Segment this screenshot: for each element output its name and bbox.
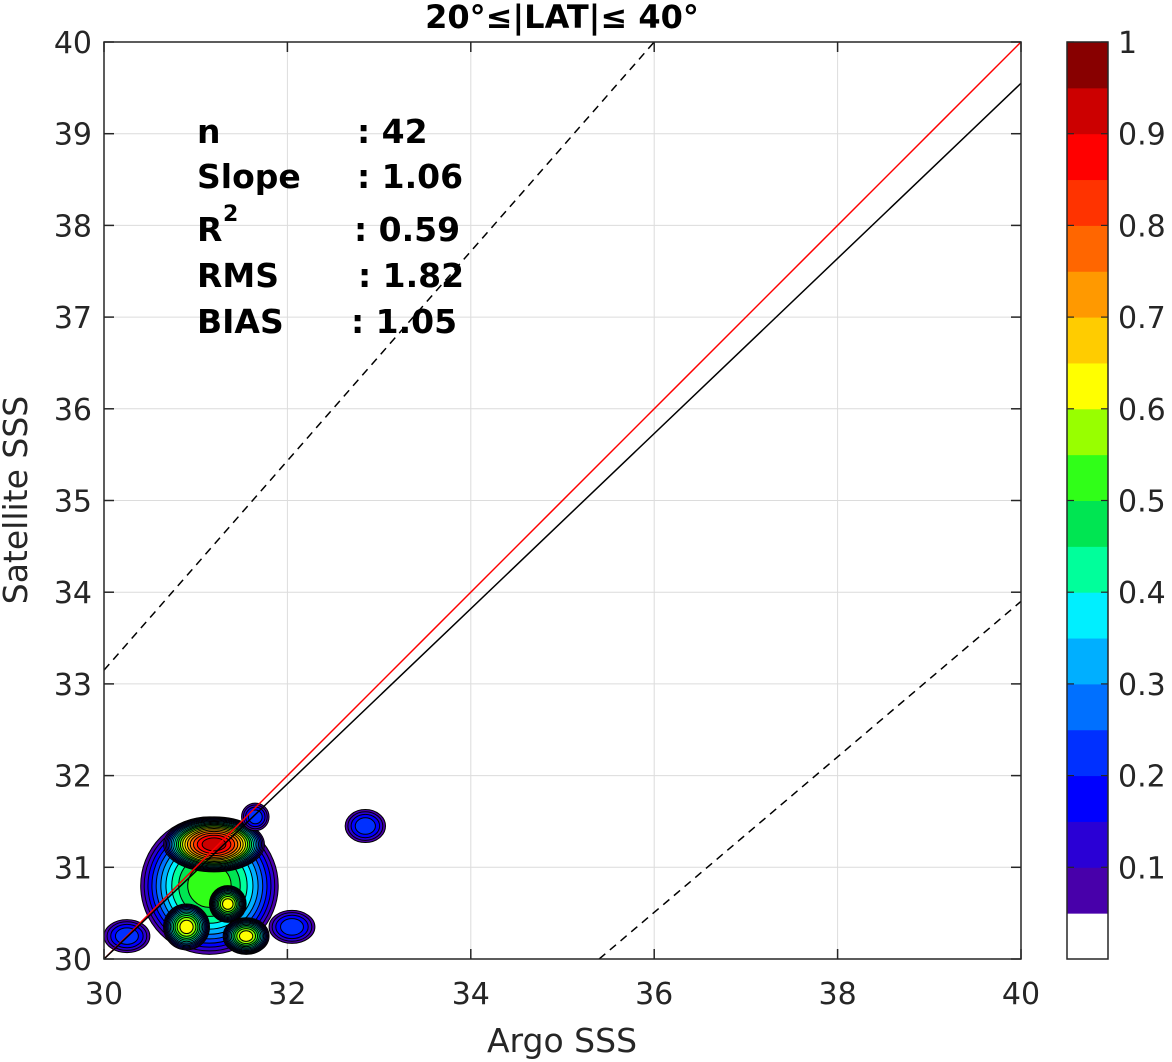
x-axis-label: Argo SSS: [487, 1021, 637, 1060]
colorbar-segment-9: [1067, 500, 1108, 547]
colorbar-tick-label-7: 0.8: [1118, 209, 1166, 244]
colorbar-tick-label-1: 0.2: [1118, 760, 1166, 795]
x-tick-label-4: 38: [819, 977, 857, 1012]
contour-blob-6-level-4: [280, 918, 304, 936]
contour-blob-7-level-4: [247, 809, 263, 825]
colorbar-tick-label-9: 1: [1118, 26, 1137, 61]
y-tick-label-5: 35: [54, 485, 92, 520]
y-tick-label-8: 38: [54, 209, 92, 244]
x-tick-label-1: 32: [268, 977, 306, 1012]
stat-n-value: : 42: [357, 112, 428, 151]
x-tick-label-3: 36: [635, 977, 673, 1012]
y-tick-labels: 30 31 32 33 34 35 36 37 38 39 40: [54, 26, 92, 978]
x-tick-labels: 30 32 34 36 38 40: [85, 977, 1040, 1012]
colorbar: [1066, 41, 1109, 960]
stat-slope-label: Slope: [197, 157, 301, 196]
colorbar-segment-18: [1067, 87, 1108, 135]
y-tick-label-7: 37: [54, 301, 92, 336]
colorbar-segment-12: [1067, 362, 1108, 410]
stat-n-label: n: [197, 112, 221, 151]
y-tick-label-4: 34: [54, 576, 92, 611]
tick-marks: [103, 41, 1022, 960]
stat-rms-value: : 1.82: [358, 256, 464, 295]
contour-blob-2-level-12: [179, 919, 194, 935]
colorbar-segment-2: [1067, 821, 1108, 868]
x-tick-label-0: 30: [85, 977, 123, 1012]
colorbar-segment-4: [1067, 729, 1108, 777]
colorbar-segment-17: [1067, 133, 1108, 181]
colorbar-tick-label-0: 0.1: [1118, 851, 1166, 886]
colorbar-tick-label-2: 0.3: [1118, 668, 1166, 703]
contour-field: [104, 802, 387, 955]
y-tick-label-0: 30: [54, 943, 92, 978]
stats-annotation: n : 42 Slope : 1.06 R 2 : 0.59 RMS : 1.8…: [197, 112, 464, 341]
colorbar-tick-label-4: 0.5: [1118, 485, 1166, 520]
stat-bias-label: BIAS: [197, 302, 284, 341]
colorbar-segment-7: [1067, 592, 1108, 639]
x-tick-label-2: 34: [452, 977, 490, 1012]
colorbar-segment-19: [1067, 42, 1108, 89]
y-tick-label-3: 33: [54, 668, 92, 703]
colorbar-tick-label-8: 0.9: [1118, 118, 1166, 153]
stat-rms-label: RMS: [197, 256, 279, 295]
one-to-one-line: [104, 42, 1021, 959]
regression-line: [104, 82, 1021, 959]
x-tick-label-5: 40: [1002, 977, 1040, 1012]
y-tick-label-6: 36: [54, 393, 92, 428]
y-tick-label-9: 39: [54, 118, 92, 153]
stat-r2-value: : 0.59: [354, 210, 460, 249]
colorbar-segment-8: [1067, 546, 1108, 593]
colorbar-segment-6: [1067, 638, 1108, 685]
stat-r2-label: R: [197, 210, 222, 249]
y-tick-label-1: 31: [54, 851, 92, 886]
stat-bias-value: : 1.05: [351, 302, 457, 341]
colorbar-tick-label-5: 0.6: [1118, 393, 1166, 428]
colorbar-tick-labels: 0.1 0.2 0.3 0.4 0.5 0.6 0.7 0.8 0.9 1: [1067, 26, 1166, 886]
contour-blob-8-level-4: [354, 817, 376, 835]
colorbar-segment-3: [1067, 775, 1108, 822]
colorbar-tick-label-3: 0.4: [1118, 576, 1166, 611]
stat-slope-value: : 1.06: [357, 157, 463, 196]
colorbar-segment-1: [1067, 867, 1108, 914]
stat-r2-sup: 2: [223, 202, 238, 227]
y-tick-label-2: 32: [54, 760, 92, 795]
colorbar-segment-0: [1067, 913, 1108, 960]
colorbar-segment-10: [1067, 454, 1108, 501]
colorbar-segment-5: [1067, 683, 1108, 731]
colorbar-tick-label-6: 0.7: [1118, 301, 1166, 336]
colorbar-segment-11: [1067, 408, 1108, 456]
colorbar-segment-15: [1067, 225, 1108, 272]
reference-lines: [104, 42, 1021, 959]
contour-blob-3-level-12: [222, 898, 234, 910]
colorbar-segment-16: [1067, 179, 1108, 226]
y-tick-label-10: 40: [54, 26, 92, 61]
contour-blob-4-level-12: [239, 930, 254, 942]
colorbar-segment-14: [1067, 271, 1108, 318]
colorbar-segment-13: [1067, 317, 1108, 364]
chart-title: 20°≤|LAT|≤ 40°: [425, 0, 699, 37]
y-axis-label: Satellite SSS: [0, 396, 35, 605]
